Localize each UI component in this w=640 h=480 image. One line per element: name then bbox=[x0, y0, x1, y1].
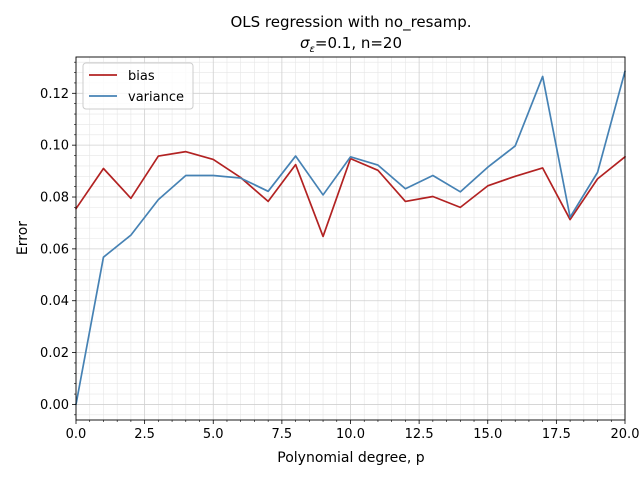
y-tick-label: 0.02 bbox=[40, 346, 69, 361]
series-line-variance bbox=[75, 70, 626, 406]
x-tick-label: 12.5 bbox=[405, 427, 434, 442]
sigma-symbol: σ bbox=[300, 34, 310, 52]
y-tick-label: 0.06 bbox=[40, 242, 69, 257]
chart-title-line1: OLS regression with no_resamp. bbox=[230, 13, 471, 32]
x-tick-label: 0.0 bbox=[66, 427, 87, 442]
x-tick-label: 7.5 bbox=[272, 427, 293, 442]
chart-title-line2: σε=0.1, n=20 bbox=[300, 34, 402, 55]
y-tick-label: 0.08 bbox=[40, 191, 69, 206]
x-ticks: 0.0 2.5 5.0 7.5 10.0 12.5 15.0 17.5 20.0 bbox=[66, 420, 640, 442]
x-tick-label: 20.0 bbox=[611, 427, 640, 442]
x-tick-label: 2.5 bbox=[134, 427, 155, 442]
y-tick-label: 0.12 bbox=[40, 87, 69, 102]
y-axis-label: Error bbox=[15, 221, 31, 255]
legend: bias variance bbox=[82, 62, 194, 110]
y-ticks: 0.00 0.02 0.04 0.06 0.08 0.10 0.12 bbox=[40, 61, 76, 416]
title-line2-rest: =0.1, n=20 bbox=[315, 34, 402, 52]
sigma-subscript: ε bbox=[309, 44, 315, 55]
legend-label-variance: variance bbox=[128, 90, 184, 105]
x-tick-label: 5.0 bbox=[203, 427, 224, 442]
legend-label-bias: bias bbox=[128, 69, 155, 84]
x-axis-label: Polynomial degree, p bbox=[277, 450, 425, 466]
x-tick-label: 15.0 bbox=[473, 427, 502, 442]
x-tick-label: 10.0 bbox=[336, 427, 365, 442]
y-tick-label: 0.10 bbox=[40, 139, 69, 154]
y-tick-label: 0.00 bbox=[40, 398, 69, 413]
series-line-bias bbox=[75, 150, 626, 238]
x-tick-label: 17.5 bbox=[542, 427, 571, 442]
series-layer bbox=[75, 70, 626, 406]
y-tick-label: 0.04 bbox=[40, 294, 69, 309]
